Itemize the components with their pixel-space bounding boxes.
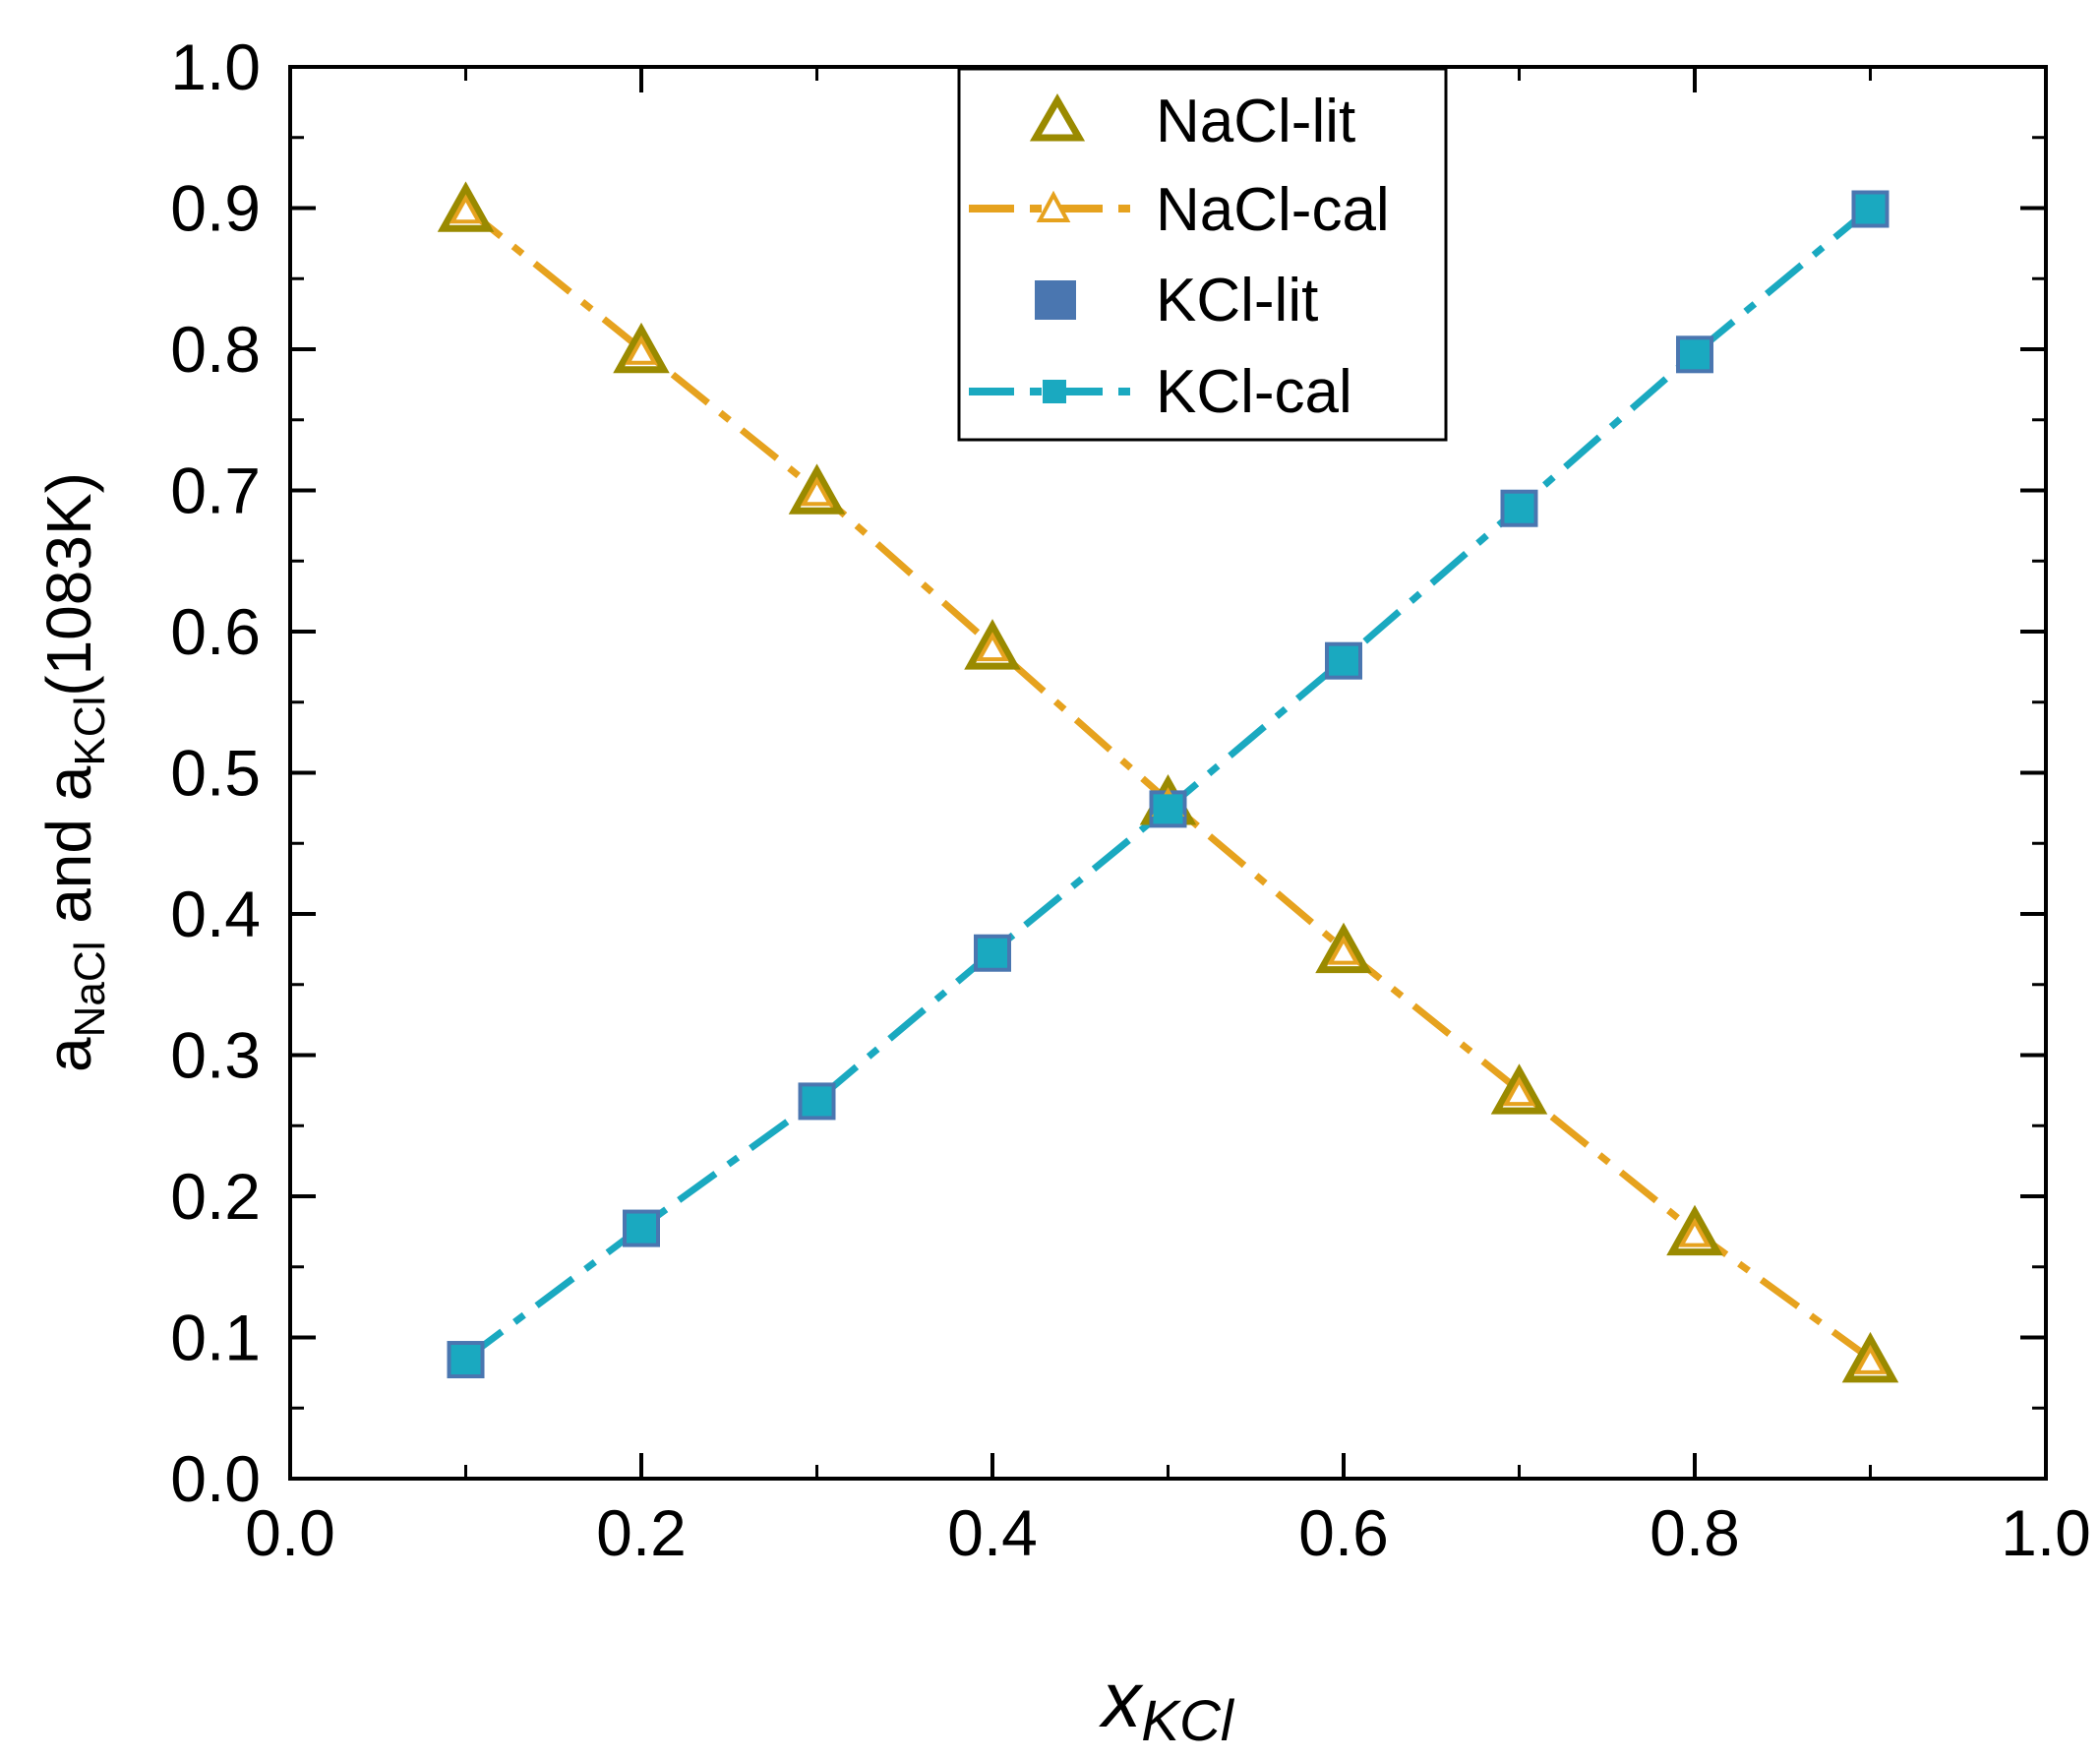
point-kcl-cal	[1153, 794, 1183, 824]
point-nacl-lit	[1841, 1331, 1899, 1383]
y-tick-label: 0.0	[170, 1442, 261, 1515]
x-tick-label: 0.2	[596, 1496, 687, 1569]
x-tick-label: 0.6	[1298, 1496, 1389, 1569]
x-axis-label-main: x	[1098, 1656, 1144, 1743]
legend: NaCl-lit NaCl-cal KCl-lit KCl-cal	[957, 67, 1448, 442]
point-kcl-cal	[1855, 194, 1886, 224]
y-tick-label: 0.4	[170, 878, 261, 950]
legend-kcl-cal-marker	[1043, 380, 1066, 403]
y-axis-label: aNaCl and aKCl(1083K)	[33, 472, 114, 1072]
y-axis-label-sub1: NaCl	[66, 941, 114, 1038]
point-nacl-cal	[1327, 935, 1360, 965]
y-tick-label: 1.0	[170, 30, 261, 103]
point-kcl-cal	[1329, 645, 1358, 676]
point-nacl-cal	[800, 476, 834, 507]
point-nacl-cal	[449, 194, 483, 224]
point-nacl-cal	[625, 334, 658, 365]
x-tick-label: 0.0	[245, 1496, 335, 1569]
x-tick-label: 1.0	[2001, 1496, 2091, 1569]
y-tick-label: 0.3	[170, 1019, 261, 1092]
y-axis-label-tail: (1083K)	[33, 472, 104, 697]
y-tick-label: 0.5	[170, 737, 261, 810]
legend-label-kcl-lit: KCl-lit	[1156, 267, 1318, 334]
legend-label-kcl-cal: KCl-cal	[1156, 358, 1352, 426]
legend-nacl-cal-marker	[1036, 190, 1071, 222]
x-tick-label: 0.4	[947, 1496, 1038, 1569]
legend-kcl-lit-marker	[1035, 280, 1076, 320]
point-kcl-cal	[627, 1213, 656, 1244]
point-nacl-lit	[1666, 1204, 1723, 1256]
point-nacl-lit	[964, 619, 1021, 670]
y-tick-label: 0.1	[170, 1302, 261, 1374]
legend-nacl-lit-marker	[1029, 93, 1086, 142]
point-nacl-lit	[1490, 1063, 1548, 1115]
point-nacl-cal	[976, 632, 1009, 662]
legend-label-nacl-cal: NaCl-cal	[1156, 176, 1390, 244]
markers-layer	[437, 181, 1899, 1383]
x-axis-label: xKCl	[1098, 1656, 1235, 1753]
point-kcl-cal	[802, 1086, 832, 1117]
point-nacl-lit	[788, 463, 846, 515]
point-kcl-cal	[1680, 339, 1710, 370]
point-kcl-cal	[450, 1345, 481, 1375]
y-tick-label: 0.8	[170, 313, 261, 386]
y-tick-label: 0.9	[170, 172, 261, 245]
x-tick-label: 0.8	[1650, 1496, 1740, 1569]
point-kcl-cal	[978, 938, 1007, 968]
point-nacl-cal	[1853, 1344, 1888, 1374]
y-axis-label-mid: and a	[33, 765, 104, 941]
y-tick-label: 0.6	[170, 595, 261, 668]
point-nacl-lit	[1315, 922, 1372, 974]
point-nacl-lit	[437, 181, 495, 232]
point-nacl-cal	[1678, 1217, 1711, 1247]
y-tick-label: 0.7	[170, 455, 261, 527]
y-axis-label-sub2: KCl	[66, 697, 114, 766]
point-nacl-cal	[1502, 1076, 1536, 1107]
point-kcl-cal	[1504, 493, 1534, 523]
legend-label-nacl-lit: NaCl-lit	[1156, 88, 1355, 155]
y-tick-label: 0.2	[170, 1160, 261, 1233]
ticks-layer: 0.0 0.2 0.4 0.6 0.8 1.0 0.0 0.1 0.2 0.3 0.4 0.5 0.6 0…	[170, 30, 2091, 1569]
x-axis-label-sub: KCl	[1141, 1689, 1235, 1753]
point-nacl-lit	[613, 322, 670, 374]
y-axis-label-a1: a	[33, 1037, 104, 1072]
